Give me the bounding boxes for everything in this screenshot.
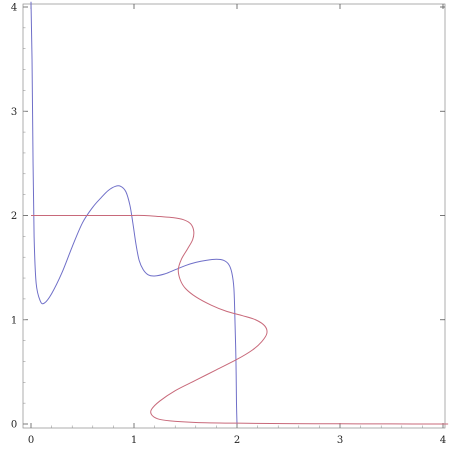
blue-curve-series [30, 1, 238, 425]
red-curve-series [31, 214, 449, 425]
x-tick-label: 4 [440, 435, 446, 446]
y-tick-label: 2 [11, 211, 17, 222]
y-tick-label: 4 [11, 3, 17, 14]
y-tick-label: 3 [11, 107, 17, 118]
plot-frame [22, 3, 446, 429]
x-tick-label: 2 [234, 435, 240, 446]
series-group [30, 1, 449, 425]
x-tick-label: 3 [337, 435, 343, 446]
x-tick-label: 0 [28, 435, 34, 446]
tick-labels: 0 1 2 3 4 0 1 2 3 4 [11, 3, 446, 447]
y-tick-label: 1 [11, 315, 17, 326]
y-tick-label: 0 [11, 420, 17, 431]
x-tick-label: 1 [131, 435, 137, 446]
